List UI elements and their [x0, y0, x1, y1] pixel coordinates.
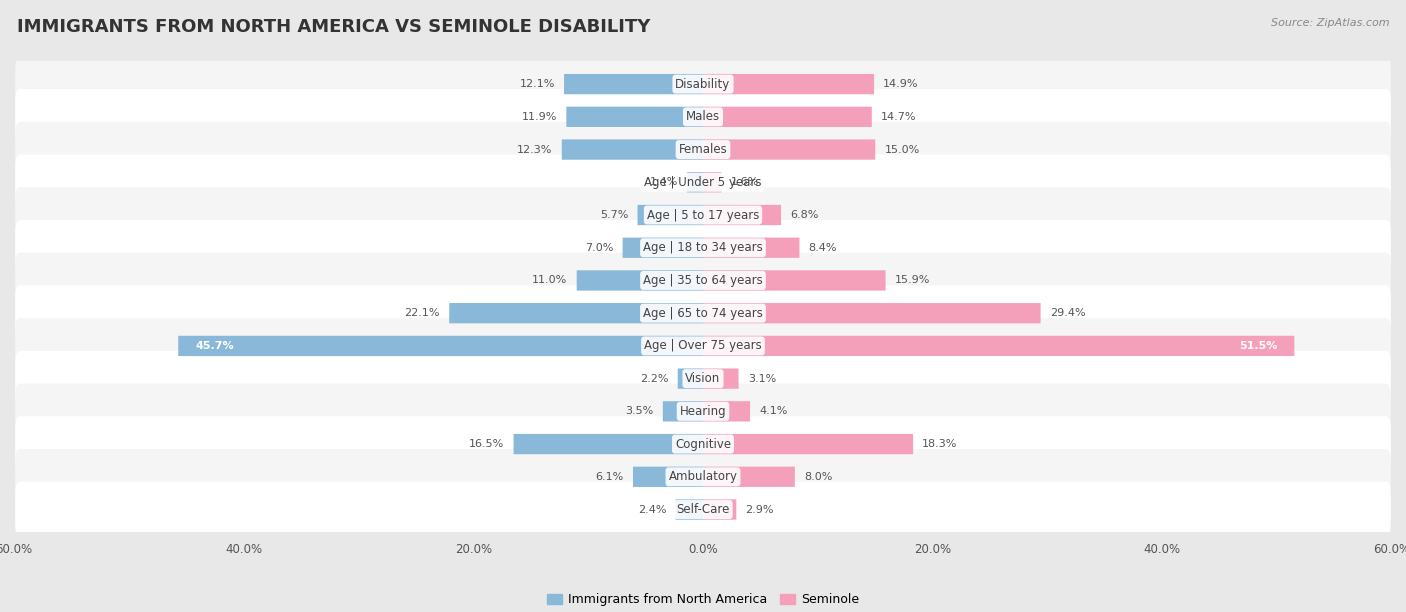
Text: 12.3%: 12.3%: [517, 144, 553, 155]
FancyBboxPatch shape: [703, 271, 886, 291]
Text: 14.9%: 14.9%: [883, 79, 918, 89]
Text: Cognitive: Cognitive: [675, 438, 731, 450]
FancyBboxPatch shape: [15, 285, 1391, 341]
Text: 3.1%: 3.1%: [748, 374, 776, 384]
Legend: Immigrants from North America, Seminole: Immigrants from North America, Seminole: [541, 588, 865, 611]
FancyBboxPatch shape: [450, 303, 703, 323]
FancyBboxPatch shape: [703, 336, 1295, 356]
FancyBboxPatch shape: [678, 368, 703, 389]
Text: 15.0%: 15.0%: [884, 144, 920, 155]
Text: 6.8%: 6.8%: [790, 210, 818, 220]
FancyBboxPatch shape: [703, 237, 800, 258]
FancyBboxPatch shape: [564, 74, 703, 94]
FancyBboxPatch shape: [703, 467, 794, 487]
Text: Age | 5 to 17 years: Age | 5 to 17 years: [647, 209, 759, 222]
Text: Age | 65 to 74 years: Age | 65 to 74 years: [643, 307, 763, 319]
Text: 4.1%: 4.1%: [759, 406, 787, 416]
FancyBboxPatch shape: [179, 336, 703, 356]
FancyBboxPatch shape: [703, 368, 738, 389]
FancyBboxPatch shape: [662, 401, 703, 422]
FancyBboxPatch shape: [15, 416, 1391, 472]
FancyBboxPatch shape: [15, 351, 1391, 406]
Text: 18.3%: 18.3%: [922, 439, 957, 449]
FancyBboxPatch shape: [15, 220, 1391, 275]
FancyBboxPatch shape: [675, 499, 703, 520]
Text: 6.1%: 6.1%: [596, 472, 624, 482]
FancyBboxPatch shape: [15, 154, 1391, 210]
Text: 51.5%: 51.5%: [1239, 341, 1277, 351]
FancyBboxPatch shape: [15, 56, 1391, 112]
FancyBboxPatch shape: [703, 401, 749, 422]
FancyBboxPatch shape: [633, 467, 703, 487]
Text: 7.0%: 7.0%: [585, 243, 613, 253]
Text: 15.9%: 15.9%: [894, 275, 931, 285]
Text: Self-Care: Self-Care: [676, 503, 730, 516]
Text: Hearing: Hearing: [679, 405, 727, 418]
Text: 12.1%: 12.1%: [519, 79, 555, 89]
Text: 16.5%: 16.5%: [470, 439, 505, 449]
Text: Males: Males: [686, 110, 720, 124]
FancyBboxPatch shape: [15, 482, 1391, 537]
FancyBboxPatch shape: [703, 303, 1040, 323]
FancyBboxPatch shape: [567, 106, 703, 127]
Text: 2.4%: 2.4%: [638, 504, 666, 515]
Text: Females: Females: [679, 143, 727, 156]
FancyBboxPatch shape: [562, 140, 703, 160]
FancyBboxPatch shape: [15, 122, 1391, 177]
FancyBboxPatch shape: [15, 187, 1391, 243]
Text: 22.1%: 22.1%: [405, 308, 440, 318]
Text: 8.0%: 8.0%: [804, 472, 832, 482]
Text: 29.4%: 29.4%: [1050, 308, 1085, 318]
Text: Age | Under 5 years: Age | Under 5 years: [644, 176, 762, 188]
Text: 1.6%: 1.6%: [731, 177, 759, 187]
FancyBboxPatch shape: [513, 434, 703, 454]
Text: Disability: Disability: [675, 78, 731, 91]
Text: 5.7%: 5.7%: [600, 210, 628, 220]
Text: 11.0%: 11.0%: [533, 275, 568, 285]
FancyBboxPatch shape: [576, 271, 703, 291]
Text: Age | 18 to 34 years: Age | 18 to 34 years: [643, 241, 763, 254]
Text: Age | Over 75 years: Age | Over 75 years: [644, 340, 762, 353]
FancyBboxPatch shape: [703, 499, 737, 520]
Text: Source: ZipAtlas.com: Source: ZipAtlas.com: [1271, 18, 1389, 28]
FancyBboxPatch shape: [637, 205, 703, 225]
Text: 2.2%: 2.2%: [640, 374, 669, 384]
FancyBboxPatch shape: [15, 89, 1391, 144]
FancyBboxPatch shape: [703, 434, 912, 454]
Text: 45.7%: 45.7%: [195, 341, 235, 351]
FancyBboxPatch shape: [623, 237, 703, 258]
Text: 8.4%: 8.4%: [808, 243, 837, 253]
Text: IMMIGRANTS FROM NORTH AMERICA VS SEMINOLE DISABILITY: IMMIGRANTS FROM NORTH AMERICA VS SEMINOL…: [17, 18, 650, 36]
Text: Age | 35 to 64 years: Age | 35 to 64 years: [643, 274, 763, 287]
FancyBboxPatch shape: [15, 318, 1391, 374]
FancyBboxPatch shape: [15, 253, 1391, 308]
Text: 2.9%: 2.9%: [745, 504, 773, 515]
FancyBboxPatch shape: [703, 106, 872, 127]
FancyBboxPatch shape: [15, 384, 1391, 439]
FancyBboxPatch shape: [688, 172, 703, 192]
FancyBboxPatch shape: [703, 205, 782, 225]
Text: 14.7%: 14.7%: [882, 112, 917, 122]
Text: 3.5%: 3.5%: [626, 406, 654, 416]
FancyBboxPatch shape: [703, 74, 875, 94]
Text: Vision: Vision: [685, 372, 721, 385]
FancyBboxPatch shape: [703, 172, 721, 192]
FancyBboxPatch shape: [703, 140, 875, 160]
Text: 1.4%: 1.4%: [650, 177, 678, 187]
Text: Ambulatory: Ambulatory: [668, 470, 738, 483]
Text: 11.9%: 11.9%: [522, 112, 557, 122]
FancyBboxPatch shape: [15, 449, 1391, 505]
